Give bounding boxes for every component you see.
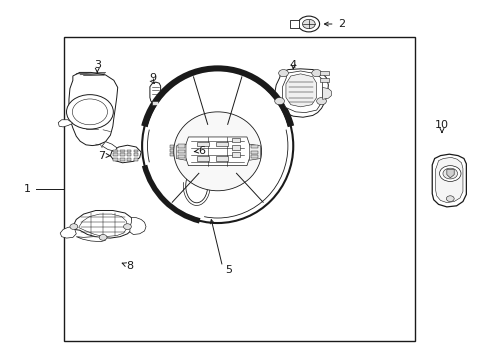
Text: 6: 6 [198, 146, 205, 156]
Polygon shape [431, 154, 466, 207]
Polygon shape [69, 72, 118, 145]
Text: 9: 9 [149, 73, 156, 83]
Bar [113, 158, 118, 161]
Bar [169, 149, 174, 152]
Bar [120, 149, 124, 152]
Circle shape [274, 98, 284, 105]
Bar [152, 101, 158, 105]
Text: 2: 2 [338, 19, 345, 29]
Circle shape [302, 19, 315, 29]
Text: 10: 10 [434, 121, 448, 130]
Polygon shape [183, 137, 251, 166]
Bar [113, 153, 118, 156]
Polygon shape [150, 82, 160, 103]
Circle shape [316, 98, 326, 105]
Ellipse shape [142, 69, 293, 223]
Polygon shape [176, 144, 185, 160]
Bar [176, 149, 181, 152]
Polygon shape [446, 169, 453, 178]
Polygon shape [322, 87, 330, 99]
Circle shape [99, 234, 107, 240]
Bar [190, 153, 194, 156]
Polygon shape [110, 145, 141, 163]
Bar [127, 158, 131, 161]
Bar [250, 145, 257, 148]
Bar [196, 142, 208, 146]
Bar [134, 158, 138, 161]
Bar [177, 144, 184, 148]
Polygon shape [58, 120, 73, 127]
Text: 4: 4 [289, 59, 296, 69]
Bar [177, 150, 184, 153]
Circle shape [298, 16, 319, 32]
Polygon shape [73, 211, 133, 238]
Bar [113, 149, 118, 152]
Bar [134, 149, 138, 152]
Bar [290, 21, 299, 28]
Bar [183, 145, 187, 148]
Text: 7: 7 [99, 150, 105, 161]
Bar [120, 158, 124, 161]
Bar [216, 156, 228, 161]
Circle shape [311, 69, 321, 77]
Bar [169, 153, 174, 156]
Polygon shape [282, 71, 322, 113]
Ellipse shape [173, 112, 261, 191]
Bar [127, 149, 131, 152]
Polygon shape [180, 162, 212, 211]
Polygon shape [176, 158, 214, 214]
Text: 1: 1 [24, 184, 31, 194]
Bar [176, 145, 181, 148]
Bar [64, 37, 414, 341]
Bar [190, 149, 194, 152]
Text: 8: 8 [126, 261, 133, 271]
Bar [250, 155, 257, 158]
Bar [169, 145, 174, 148]
Text: 5: 5 [225, 265, 232, 275]
Bar [134, 153, 138, 156]
Ellipse shape [147, 74, 287, 218]
Polygon shape [435, 157, 462, 203]
Polygon shape [165, 137, 201, 159]
Circle shape [439, 166, 460, 181]
Bar [127, 153, 131, 156]
Polygon shape [130, 218, 146, 234]
Circle shape [66, 95, 113, 129]
Bar [320, 78, 328, 82]
Circle shape [278, 69, 288, 77]
Bar [183, 149, 187, 152]
Polygon shape [249, 144, 260, 160]
Bar [216, 142, 228, 146]
Bar [190, 145, 194, 148]
Circle shape [123, 224, 131, 229]
Bar [250, 150, 257, 154]
Circle shape [446, 196, 453, 202]
Polygon shape [285, 74, 316, 107]
Bar [120, 153, 124, 156]
Polygon shape [76, 237, 105, 242]
Bar [196, 156, 208, 161]
Polygon shape [274, 69, 328, 117]
Bar [177, 154, 184, 158]
Text: 3: 3 [94, 60, 101, 70]
Bar [320, 71, 328, 75]
Circle shape [70, 224, 78, 229]
Bar [176, 153, 181, 156]
Bar [232, 152, 239, 157]
Ellipse shape [185, 169, 207, 203]
Bar [232, 138, 239, 142]
Polygon shape [60, 226, 76, 238]
Bar [232, 145, 239, 149]
Bar [183, 153, 187, 156]
Polygon shape [102, 141, 117, 151]
Polygon shape [79, 214, 127, 237]
Circle shape [442, 168, 457, 179]
Circle shape [72, 99, 107, 125]
